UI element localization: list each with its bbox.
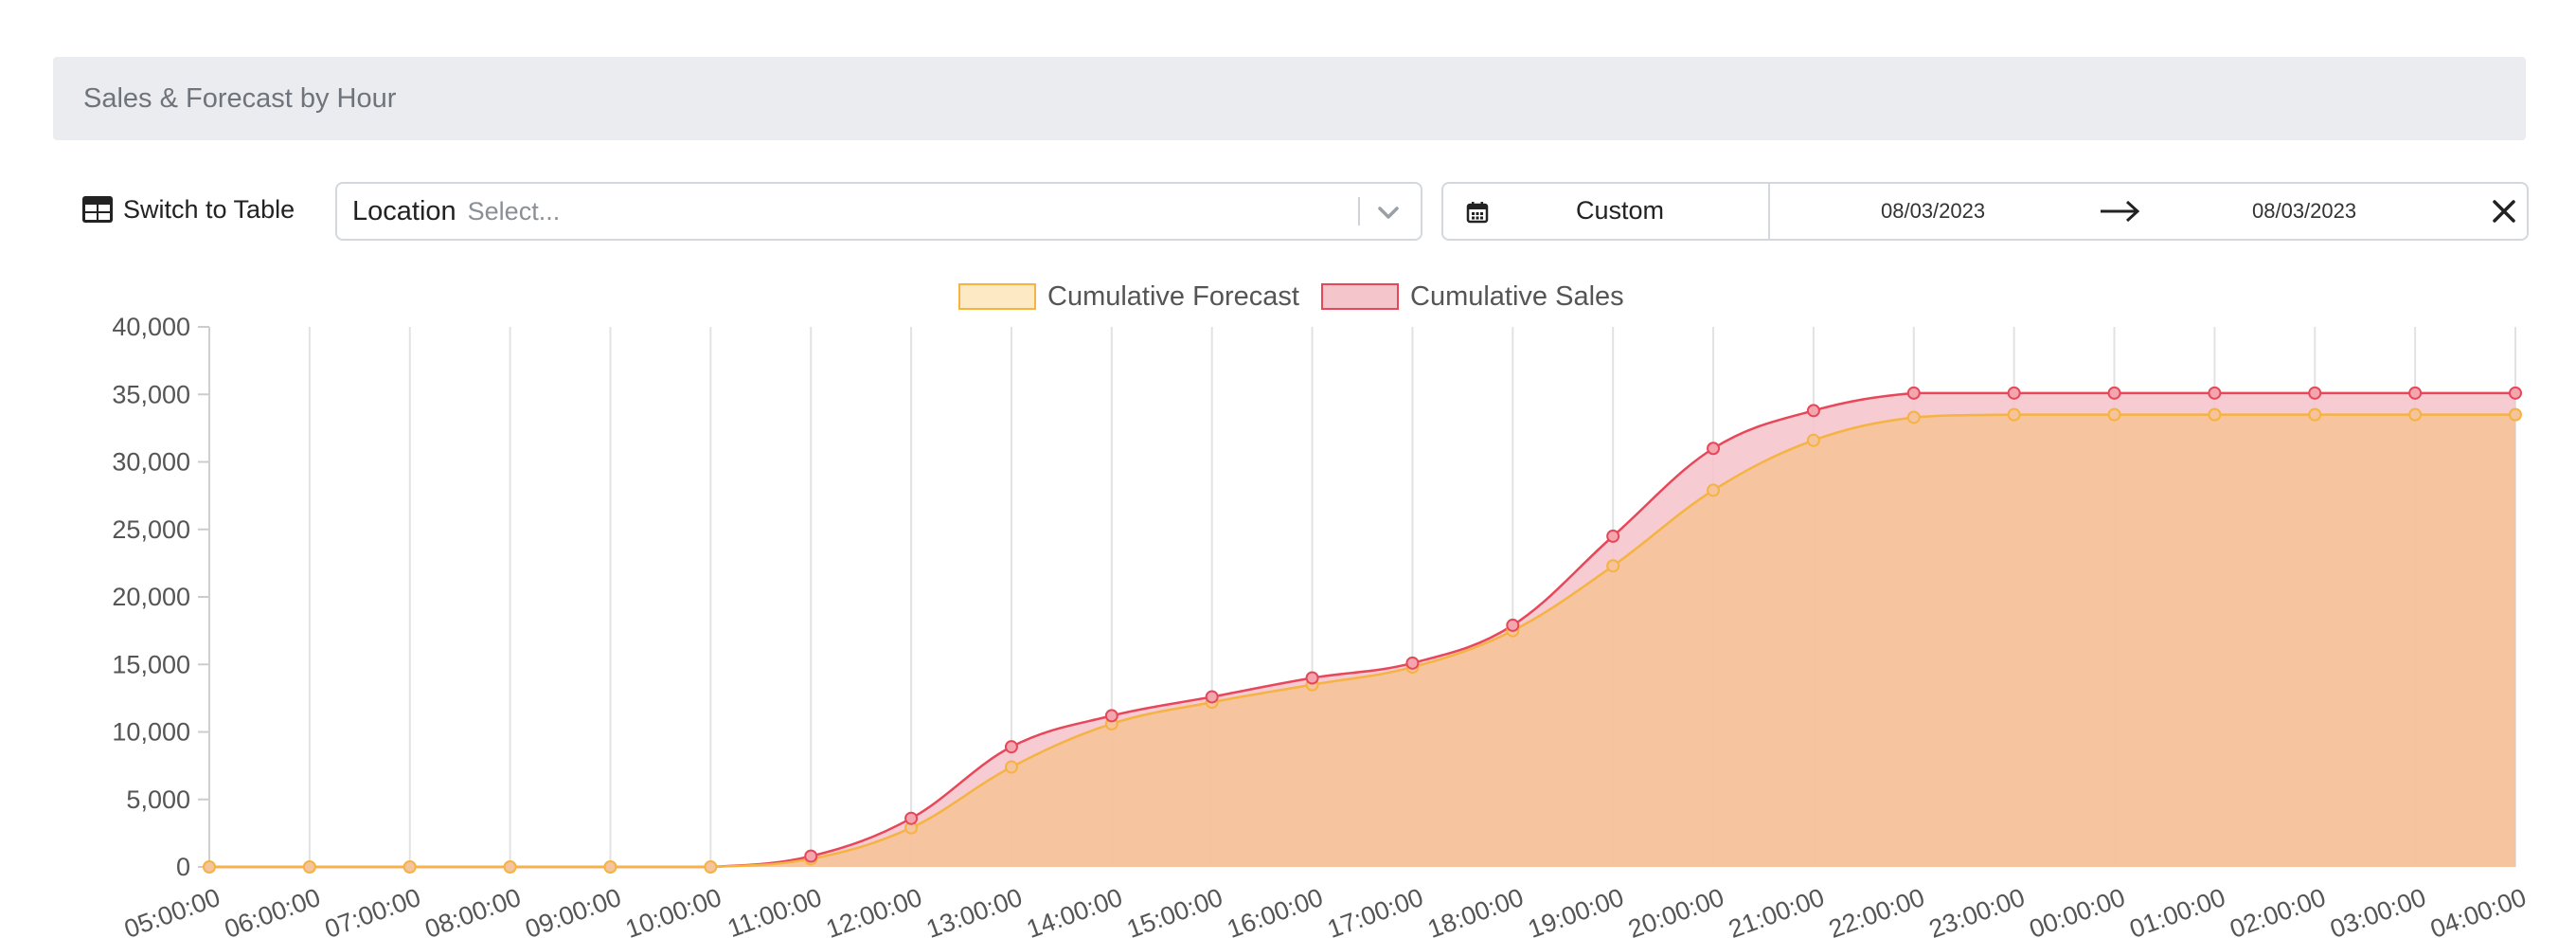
sales-point <box>1405 656 1420 670</box>
sales-forecast-chart: 0 5,000 10,000 15,000 20,000 25,000 30,000 35,0… <box>112 281 2530 938</box>
forecast-area <box>209 414 2515 867</box>
forecast-point <box>2408 407 2423 422</box>
sales-point <box>2208 386 2222 400</box>
x-tick-label: 05:00:00 <box>120 883 224 938</box>
legend-swatch-forecast <box>958 283 1036 310</box>
switch-to-table-button[interactable]: Switch to Table <box>81 186 295 233</box>
sales-point <box>1305 671 1319 685</box>
x-tick-label: 14:00:00 <box>1023 883 1126 938</box>
sales-point <box>1205 690 1219 704</box>
sales-point <box>1506 618 1520 632</box>
x-tick-label: 16:00:00 <box>1224 883 1327 938</box>
forecast-point <box>302 860 316 874</box>
y-tick-label: 40,000 <box>112 313 190 341</box>
forecast-point <box>2107 407 2121 422</box>
y-tick-label: 20,000 <box>112 583 190 611</box>
x-tick-label: 23:00:00 <box>1925 883 2029 938</box>
forecast-point <box>2007 407 2021 422</box>
x-tick-label: 19:00:00 <box>1524 883 1627 938</box>
range-preset-select[interactable]: Custom <box>1576 196 1665 225</box>
x-tick-label: 11:00:00 <box>724 883 825 938</box>
chart-legend: Cumulative Forecast Cumulative Sales <box>958 281 1624 312</box>
y-tick-label: 15,000 <box>112 650 190 678</box>
x-tick-label: 12:00:00 <box>822 883 925 938</box>
sales-point <box>804 849 818 863</box>
sales-point <box>904 811 919 825</box>
forecast-point <box>203 860 216 874</box>
x-tick-label: 17:00:00 <box>1324 883 1427 938</box>
start-date-input[interactable]: 08/03/2023 <box>1881 199 1986 223</box>
sales-point <box>1004 740 1018 754</box>
sales-point <box>1707 442 1721 456</box>
calendar-icon <box>1466 202 1489 224</box>
x-tick-label: 09:00:00 <box>522 883 625 938</box>
range-separator <box>1768 184 1770 239</box>
location-select[interactable]: Location Select... <box>335 182 1422 241</box>
x-tick-label: 01:00:00 <box>2126 883 2229 938</box>
legend-label-forecast: Cumulative Forecast <box>1047 281 1299 312</box>
x-tick-label: 22:00:00 <box>1825 883 1928 938</box>
x-tick-label: 00:00:00 <box>2026 883 2129 938</box>
end-date-input[interactable]: 08/03/2023 <box>2252 199 2357 223</box>
table-icon <box>82 196 113 223</box>
x-tick-label: 03:00:00 <box>2326 883 2429 938</box>
forecast-point <box>704 860 718 874</box>
sales-point <box>2408 386 2423 400</box>
x-tick-label: 06:00:00 <box>221 883 324 938</box>
x-tick-label: 13:00:00 <box>922 883 1026 938</box>
forecast-point <box>2509 407 2522 422</box>
forecast-point <box>402 860 417 874</box>
forecast-point <box>2208 407 2222 422</box>
y-tick-label: 30,000 <box>112 448 190 477</box>
chart-title: Sales & Forecast by Hour <box>83 82 397 114</box>
sales-point <box>1104 709 1118 723</box>
forecast-point <box>1606 559 1620 573</box>
x-tick-label: 15:00:00 <box>1123 883 1226 938</box>
location-label: Location <box>352 195 456 226</box>
switch-to-table-label: Switch to Table <box>123 194 295 224</box>
forecast-point <box>1906 410 1921 424</box>
sales-point <box>1806 404 1820 418</box>
forecast-point <box>1806 433 1820 447</box>
x-tick-label: 10:00:00 <box>622 883 725 938</box>
y-tick-label: 0 <box>176 853 190 881</box>
legend-label-sales: Cumulative Sales <box>1410 281 1624 312</box>
forecast-point <box>503 860 517 874</box>
y-tick-label: 35,000 <box>112 380 190 408</box>
arrow-right-icon <box>2101 200 2140 223</box>
legend-swatch-sales <box>1321 283 1399 310</box>
x-tick-label: 20:00:00 <box>1624 883 1727 938</box>
x-tick-label: 07:00:00 <box>321 883 424 938</box>
x-tick-label: 08:00:00 <box>421 883 525 938</box>
x-tick-label: 04:00:00 <box>2426 883 2530 938</box>
date-range-picker[interactable]: Custom 08/03/2023 08/03/2023 <box>1441 182 2529 241</box>
x-tick-label: 21:00:00 <box>1725 883 1828 938</box>
sales-point <box>1606 529 1620 543</box>
forecast-point <box>2308 407 2322 422</box>
select-separator <box>1358 197 1360 225</box>
forecast-point <box>1004 760 1018 774</box>
sales-point <box>2107 386 2121 400</box>
sales-point <box>1906 386 1921 400</box>
y-tick-label: 10,000 <box>112 718 190 747</box>
x-tick-label: 18:00:00 <box>1424 883 1528 938</box>
sales-point <box>2509 386 2522 400</box>
y-tick-label: 5,000 <box>126 785 190 814</box>
chevron-down-icon[interactable] <box>1375 199 1402 225</box>
location-placeholder: Select... <box>467 196 561 225</box>
sales-point <box>2007 386 2021 400</box>
x-tick-label: 02:00:00 <box>2227 883 2330 938</box>
y-tick-label: 25,000 <box>112 515 190 544</box>
sales-point <box>2308 386 2322 400</box>
forecast-point <box>1707 483 1721 497</box>
close-icon[interactable] <box>2491 198 2517 225</box>
forecast-point <box>603 860 617 874</box>
chart-header: Sales & Forecast by Hour <box>53 57 2526 140</box>
